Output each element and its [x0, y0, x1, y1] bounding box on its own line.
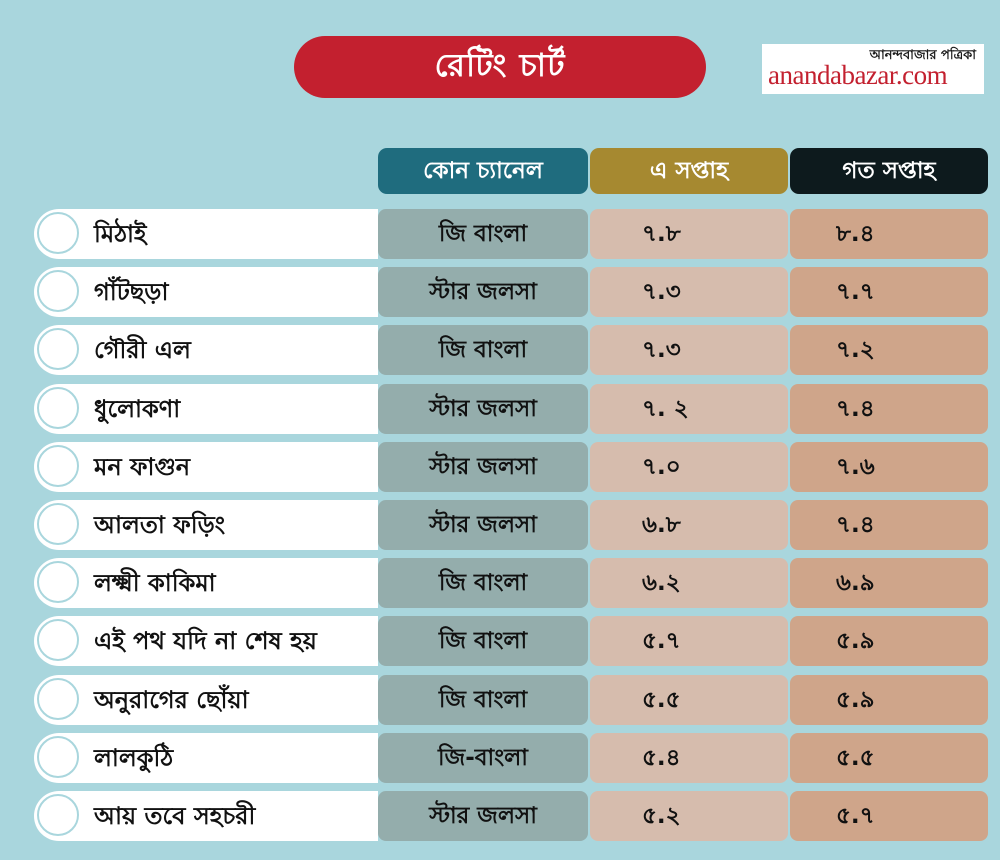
- bullet-circle-icon: [37, 212, 79, 254]
- this-week-rating: ৭. ২: [590, 384, 788, 434]
- this-week-rating: ৬.৮: [590, 500, 788, 550]
- this-week-rating: ৬.২: [590, 558, 788, 608]
- chart-title: রেটিং চার্ট: [294, 36, 706, 98]
- show-name: ধুলোকণা: [94, 395, 181, 423]
- table-row: আয় তবে সহচরী স্টার জলসা ৫.২ ৫.৭: [0, 791, 1000, 841]
- show-name: এই পথ যদি না শেষ হয়: [94, 627, 317, 655]
- bullet-circle-icon: [37, 794, 79, 836]
- show-name: আয় তবে সহচরী: [94, 802, 256, 830]
- table-row: মন ফাগুন স্টার জলসা ৭.০ ৭.৬: [0, 442, 1000, 492]
- channel-cell: জি বাংলা: [378, 325, 588, 375]
- show-name-cell: মিঠাই: [34, 209, 378, 259]
- show-name-cell: ধুলোকণা: [34, 384, 378, 434]
- show-name: আলতা ফড়িং: [94, 511, 226, 539]
- this-week-rating: ৫.৫: [590, 675, 788, 725]
- bullet-circle-icon: [37, 503, 79, 545]
- brand-bengali-name: আনন্দবাজার পত্রিকা: [869, 48, 976, 63]
- bullet-circle-icon: [37, 328, 79, 370]
- last-week-rating: ৭.৬: [790, 442, 988, 492]
- show-name-cell: লক্ষ্মী কাকিমা: [34, 558, 378, 608]
- channel-cell: জি বাংলা: [378, 558, 588, 608]
- channel-cell: জি বাংলা: [378, 675, 588, 725]
- show-name-cell: গাঁটছড়া: [34, 267, 378, 317]
- header-last-week: গত সপ্তাহ: [790, 148, 988, 194]
- header-this-week: এ সপ্তাহ: [590, 148, 788, 194]
- channel-cell: স্টার জলসা: [378, 791, 588, 841]
- channel-cell: স্টার জলসা: [378, 384, 588, 434]
- channel-cell: জি বাংলা: [378, 616, 588, 666]
- bullet-circle-icon: [37, 270, 79, 312]
- this-week-rating: ৫.৭: [590, 616, 788, 666]
- show-name: মন ফাগুন: [94, 453, 191, 481]
- show-name: লালকুঠি: [94, 744, 174, 772]
- bullet-circle-icon: [37, 736, 79, 778]
- show-name-cell: গৌরী এল: [34, 325, 378, 375]
- channel-cell: স্টার জলসা: [378, 442, 588, 492]
- table-row: অনুরাগের ছোঁয়া জি বাংলা ৫.৫ ৫.৯: [0, 675, 1000, 725]
- table-row: লালকুঠি জি-বাংলা ৫.৪ ৫.৫: [0, 733, 1000, 783]
- this-week-rating: ৭.৩: [590, 325, 788, 375]
- brand-logo[interactable]: আনন্দবাজার পত্রিকা anandabazar.com: [762, 44, 984, 94]
- last-week-rating: ৬.৯: [790, 558, 988, 608]
- brand-site-name: anandabazar.com: [768, 60, 948, 90]
- table-row: গাঁটছড়া স্টার জলসা ৭.৩ ৭.৭: [0, 267, 1000, 317]
- last-week-rating: ৭.২: [790, 325, 988, 375]
- last-week-rating: ৫.৫: [790, 733, 988, 783]
- bullet-circle-icon: [37, 445, 79, 487]
- this-week-rating: ৭.৩: [590, 267, 788, 317]
- bullet-circle-icon: [37, 619, 79, 661]
- table-row: লক্ষ্মী কাকিমা জি বাংলা ৬.২ ৬.৯: [0, 558, 1000, 608]
- show-name: লক্ষ্মী কাকিমা: [94, 569, 216, 597]
- last-week-rating: ৭.৪: [790, 500, 988, 550]
- table-row: মিঠাই জি বাংলা ৭.৮ ৮.৪: [0, 209, 1000, 259]
- table-row: এই পথ যদি না শেষ হয় জি বাংলা ৫.৭ ৫.৯: [0, 616, 1000, 666]
- header-channel: কোন চ্যানেল: [378, 148, 588, 194]
- table-row: আলতা ফড়িং স্টার জলসা ৬.৮ ৭.৪: [0, 500, 1000, 550]
- last-week-rating: ৫.৯: [790, 675, 988, 725]
- this-week-rating: ৫.২: [590, 791, 788, 841]
- this-week-rating: ৭.০: [590, 442, 788, 492]
- bullet-circle-icon: [37, 561, 79, 603]
- this-week-rating: ৭.৮: [590, 209, 788, 259]
- channel-cell: জি-বাংলা: [378, 733, 588, 783]
- last-week-rating: ৫.৭: [790, 791, 988, 841]
- show-name-cell: আলতা ফড়িং: [34, 500, 378, 550]
- last-week-rating: ৭.৭: [790, 267, 988, 317]
- show-name-cell: লালকুঠি: [34, 733, 378, 783]
- show-name-cell: অনুরাগের ছোঁয়া: [34, 675, 378, 725]
- channel-cell: স্টার জলসা: [378, 267, 588, 317]
- last-week-rating: ৭.৪: [790, 384, 988, 434]
- show-name-cell: মন ফাগুন: [34, 442, 378, 492]
- channel-cell: জি বাংলা: [378, 209, 588, 259]
- bullet-circle-icon: [37, 387, 79, 429]
- this-week-rating: ৫.৪: [590, 733, 788, 783]
- show-name-cell: এই পথ যদি না শেষ হয়: [34, 616, 378, 666]
- table-row: গৌরী এল জি বাংলা ৭.৩ ৭.২: [0, 325, 1000, 375]
- channel-cell: স্টার জলসা: [378, 500, 588, 550]
- bullet-circle-icon: [37, 678, 79, 720]
- show-name: গাঁটছড়া: [94, 278, 169, 306]
- last-week-rating: ৮.৪: [790, 209, 988, 259]
- show-name: অনুরাগের ছোঁয়া: [94, 686, 249, 714]
- show-name: মিঠাই: [94, 220, 147, 248]
- table-row: ধুলোকণা স্টার জলসা ৭. ২ ৭.৪: [0, 384, 1000, 434]
- show-name: গৌরী এল: [94, 336, 191, 364]
- last-week-rating: ৫.৯: [790, 616, 988, 666]
- show-name-cell: আয় তবে সহচরী: [34, 791, 378, 841]
